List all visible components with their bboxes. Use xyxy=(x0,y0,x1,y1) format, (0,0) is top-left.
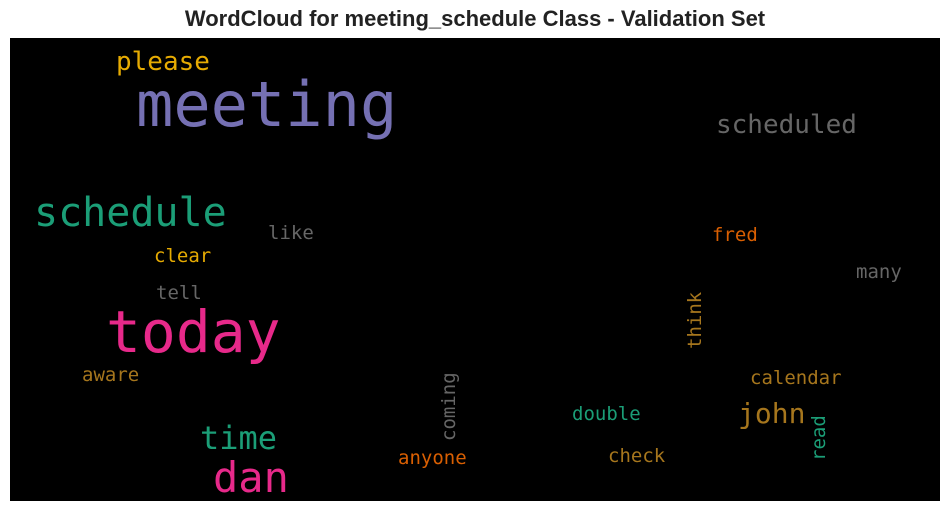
word-cloud: meeting please scheduled schedule like c… xyxy=(10,38,940,501)
word-scheduled: scheduled xyxy=(716,110,857,140)
word-check: check xyxy=(608,445,666,467)
word-dan: dan xyxy=(213,453,289,501)
word-meeting: meeting xyxy=(136,68,398,141)
word-calendar: calendar xyxy=(750,367,842,389)
word-read: read xyxy=(808,415,830,461)
word-coming: coming xyxy=(438,372,460,441)
word-aware: aware xyxy=(82,364,140,386)
chart-title: WordCloud for meeting_schedule Class - V… xyxy=(184,6,766,31)
word-john: john xyxy=(738,397,806,430)
word-clear: clear xyxy=(154,245,212,267)
word-time: time xyxy=(200,419,278,457)
word-schedule: schedule xyxy=(34,190,227,236)
word-many: many xyxy=(856,261,902,283)
word-please: please xyxy=(116,47,210,77)
word-today: today xyxy=(106,298,281,366)
word-tell: tell xyxy=(156,282,202,304)
word-like: like xyxy=(268,222,314,244)
word-double: double xyxy=(572,403,641,425)
word-fred: fred xyxy=(712,224,758,246)
word-anyone: anyone xyxy=(398,447,467,469)
word-think: think xyxy=(684,291,706,349)
